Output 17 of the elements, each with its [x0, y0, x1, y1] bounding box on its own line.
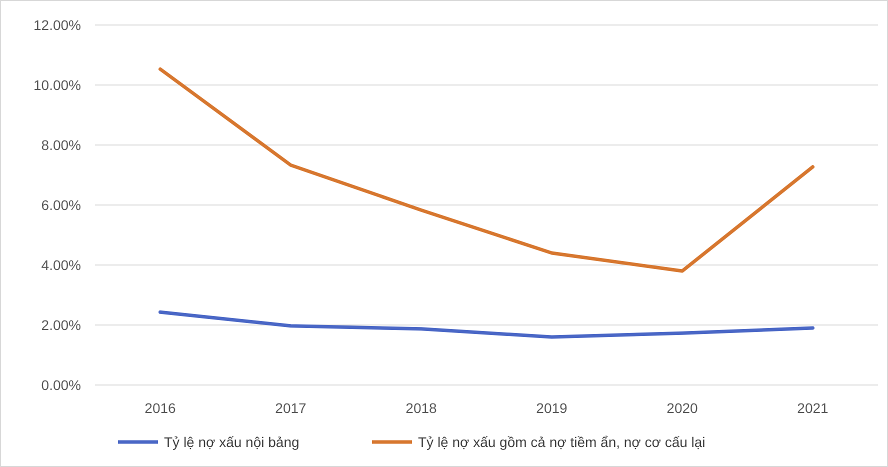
- x-tick-label: 2018: [406, 400, 438, 416]
- y-tick-label: 0.00%: [41, 376, 81, 393]
- legend-label: Tỷ lệ nợ xấu nội bảng: [164, 434, 300, 450]
- line-series: [158, 67, 814, 273]
- x-tick-label: 2016: [144, 400, 176, 416]
- line-series: [158, 310, 814, 339]
- x-tick-label: 2019: [536, 400, 568, 416]
- legend-label: Tỷ lệ nợ xấu gồm cả nợ tiềm ẩn, nợ cơ cấu lại: [418, 434, 706, 450]
- y-tick-label: 6.00%: [41, 196, 81, 213]
- x-tick-label: 2020: [666, 400, 698, 416]
- y-tick-label: 10.00%: [34, 76, 81, 93]
- y-tick-label: 4.00%: [41, 256, 81, 273]
- y-tick-label: 8.00%: [41, 136, 81, 153]
- y-tick-label: 12.00%: [34, 16, 81, 33]
- y-tick-label: 2.00%: [41, 316, 81, 333]
- x-tick-label: 2017: [275, 400, 307, 416]
- x-tick-label: 2021: [797, 400, 829, 416]
